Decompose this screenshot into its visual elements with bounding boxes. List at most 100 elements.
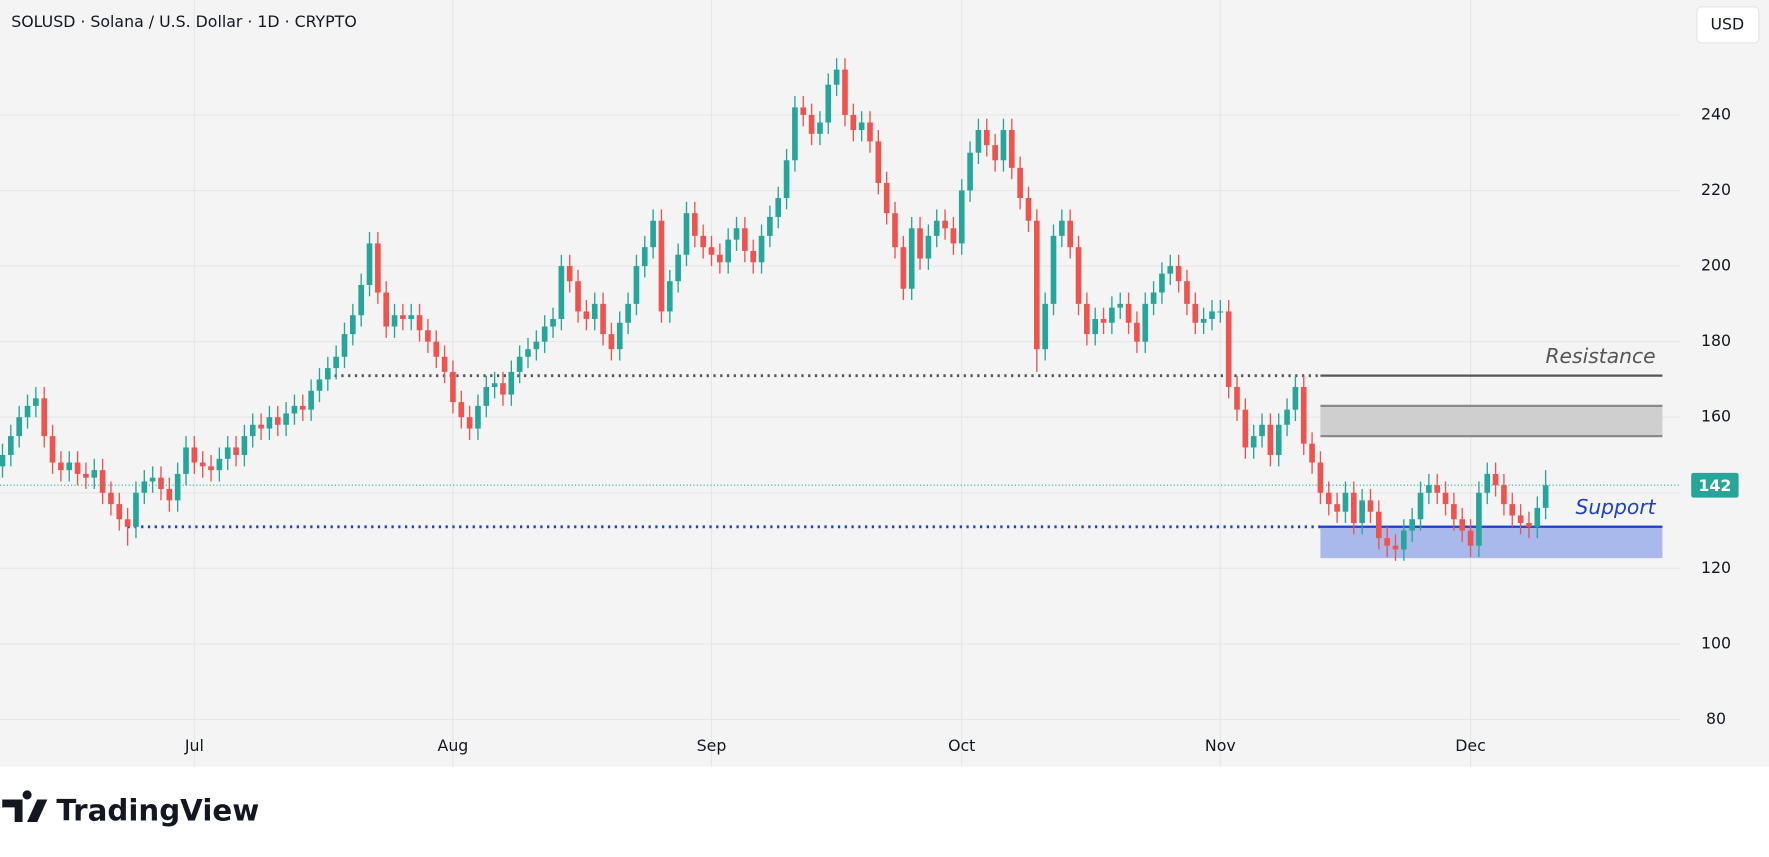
last-price-label: 142 — [1698, 476, 1731, 495]
candle-body — [1008, 130, 1015, 168]
candle-body — [66, 462, 73, 471]
candle-body — [1142, 303, 1149, 342]
candle-body — [575, 281, 581, 312]
candle-body — [541, 326, 548, 342]
candle-body — [1309, 443, 1315, 463]
candle-body — [683, 213, 690, 255]
candle-body — [350, 315, 356, 335]
candle-body — [1109, 307, 1115, 323]
chart-layer: 80100120140160180200220240JulAugSepOctNo… — [0, 0, 1739, 767]
candle-body — [566, 266, 573, 282]
candle-body — [83, 473, 89, 478]
candle-body — [283, 413, 289, 425]
candle-body — [158, 477, 164, 490]
candle-body — [708, 247, 715, 255]
candle-body — [1034, 220, 1040, 350]
candle-body — [1526, 523, 1532, 527]
candle-body — [783, 160, 790, 199]
candle-body — [141, 481, 148, 493]
candle-body — [191, 447, 198, 463]
x-tick-label: Nov — [1205, 736, 1236, 755]
candle-body — [1184, 281, 1190, 304]
candle-body — [8, 436, 14, 456]
candle-body — [1000, 130, 1007, 161]
candle-body — [641, 247, 648, 267]
candle-body — [900, 247, 907, 289]
candle-body — [1250, 436, 1257, 448]
candle-body — [1125, 303, 1132, 323]
y-tick-label: 200 — [1701, 256, 1731, 275]
candle-body — [650, 220, 656, 248]
candle-body — [1467, 530, 1474, 546]
candle-body — [16, 417, 23, 437]
candle-body — [1192, 303, 1199, 323]
brand-logo — [2, 790, 48, 822]
candle-body — [500, 383, 506, 395]
candle-body — [316, 379, 323, 391]
candle-body — [1342, 492, 1349, 512]
candle-body — [792, 107, 798, 161]
candle-body — [299, 405, 306, 410]
candle-body — [758, 235, 765, 263]
candle-body — [950, 228, 957, 244]
candle-body — [433, 341, 440, 357]
candle-body — [1017, 167, 1023, 199]
candle-body — [725, 239, 732, 263]
candle-body — [633, 266, 640, 304]
candle-body — [1134, 322, 1140, 342]
brand-name: TradingView — [56, 793, 259, 827]
candle-body — [1375, 511, 1382, 539]
candle-body — [149, 477, 156, 482]
candle-body — [1067, 220, 1074, 248]
candle-body — [1509, 504, 1516, 516]
candle-body — [825, 84, 832, 123]
candle-body — [1517, 515, 1524, 524]
candle-body — [1384, 538, 1390, 546]
candle-body — [525, 349, 531, 357]
candle-body — [833, 69, 840, 85]
candle-body — [1359, 500, 1365, 524]
candle-body — [1476, 492, 1482, 546]
candle-body — [408, 315, 415, 319]
currency-label[interactable]: USD — [1710, 14, 1744, 33]
zone — [1320, 526, 1663, 558]
candle-body — [1534, 507, 1541, 527]
candle-body — [341, 334, 348, 357]
y-tick-label: 220 — [1701, 180, 1731, 199]
candle-body — [1442, 492, 1449, 505]
candle-body — [616, 322, 623, 350]
candle-body — [591, 303, 598, 319]
level-label: Resistance — [1545, 344, 1655, 368]
candle-body — [58, 462, 64, 471]
candle-body — [942, 220, 948, 229]
candle-body — [1426, 485, 1432, 493]
currency-button[interactable] — [1696, 6, 1760, 44]
candle-body — [983, 130, 990, 146]
candle-body — [516, 356, 523, 372]
x-tick-label: Oct — [948, 736, 975, 755]
candle-body — [742, 228, 748, 251]
candle-body — [324, 368, 331, 380]
zone — [1320, 405, 1663, 437]
chart-title: SOLUSD · Solana / U.S. Dollar · 1D · CRY… — [11, 12, 356, 31]
candle-body — [391, 315, 398, 327]
candle-body — [1150, 292, 1157, 304]
candle-body — [558, 266, 565, 319]
candle-body — [450, 371, 456, 403]
candle-body — [1167, 266, 1174, 274]
candle-body — [958, 190, 965, 244]
candle-body — [583, 311, 590, 319]
candle-body — [466, 417, 473, 429]
candle-body — [1367, 500, 1374, 512]
candle-body — [658, 220, 665, 312]
candle-body — [183, 447, 189, 474]
candle-body — [925, 235, 932, 259]
candle-body — [249, 424, 256, 437]
candle-body — [1325, 492, 1332, 505]
candle-body — [1350, 492, 1357, 524]
candle-body — [692, 213, 698, 236]
candle-body — [1267, 424, 1274, 456]
candle-body — [775, 198, 782, 217]
